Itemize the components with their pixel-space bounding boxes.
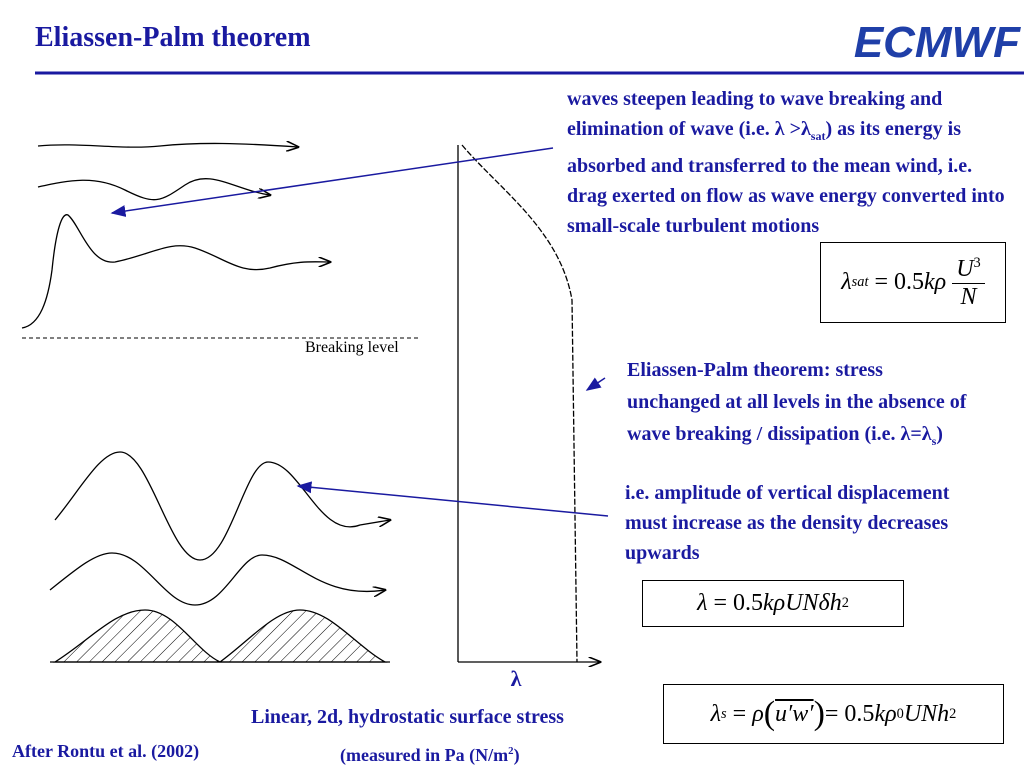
- formula-part: s: [721, 705, 727, 722]
- formula-part: λ: [697, 590, 708, 616]
- units-sup: 2: [508, 745, 514, 757]
- breaking-level-label: Breaking level: [305, 339, 399, 356]
- source: After Rontu et al. (2002): [12, 741, 200, 761]
- wave: [21, 214, 330, 329]
- formula-box: λ sat = 0.5 kρ U3 N: [820, 242, 1006, 323]
- pointers: [110, 147, 609, 517]
- wave: [37, 143, 298, 147]
- note-sub: s: [931, 434, 937, 448]
- waves: [21, 143, 600, 663]
- formula-part: 3: [973, 254, 981, 271]
- units: (measured in Pa (N/m2): [340, 736, 520, 770]
- formula-part: N: [960, 283, 977, 310]
- note: waves steepen leading to wave breaking a…: [567, 84, 1015, 241]
- stress-profile: [461, 144, 578, 663]
- formula-part: kρUNδh: [763, 590, 842, 616]
- formula-part: λ: [841, 269, 852, 295]
- units-text: ): [513, 745, 520, 765]
- wave: [37, 178, 270, 201]
- formula-part: =: [732, 700, 747, 727]
- formula-part: U: [956, 255, 974, 282]
- formula-part: λ: [710, 700, 722, 727]
- note-text: ) as its energy is absorbed and transfer…: [567, 118, 1005, 237]
- pointer: [296, 481, 609, 517]
- formula-part: 2: [949, 705, 957, 722]
- title: Eliassen-Palm theorem: [35, 22, 311, 53]
- note: i.e. amplitude of vertical displacement …: [625, 482, 950, 564]
- note-text: waves steepen leading to wave breaking a…: [567, 88, 943, 140]
- note-sub: sat: [810, 129, 826, 143]
- logo: ECMWF: [854, 18, 1021, 67]
- formula-part: = 0.5: [874, 269, 925, 295]
- formula-part: 0: [896, 705, 904, 722]
- formula-part: = 0.5: [824, 700, 875, 727]
- formula-part: kρ: [924, 269, 947, 295]
- note-text: Eliassen-Palm theorem: stress unchanged …: [627, 359, 967, 445]
- note: Eliassen-Palm theorem: stress unchanged …: [627, 354, 967, 457]
- formula-part: = 0.5: [713, 590, 764, 616]
- note-text: ): [936, 423, 943, 445]
- wave: [49, 552, 385, 606]
- formula-part: sat: [851, 274, 869, 290]
- wave: [54, 451, 390, 561]
- pointer: [585, 377, 606, 391]
- formula-box: λ = 0.5 kρUNδh 2: [642, 580, 904, 627]
- units-text: (measured in Pa (N/m: [340, 745, 509, 765]
- formula-part: kρ: [874, 700, 897, 727]
- formula-part: ρ: [752, 700, 764, 727]
- formula-part: 2: [841, 595, 849, 611]
- formula-part: u′w′: [775, 700, 814, 727]
- mountains: [52, 609, 388, 663]
- fraction: U3 N: [952, 255, 985, 311]
- caption: Linear, 2d, hydrostatic surface stress: [251, 706, 564, 728]
- axis-label: λ: [511, 666, 522, 691]
- pointer: [110, 147, 554, 217]
- formula-part: UNh: [903, 700, 950, 727]
